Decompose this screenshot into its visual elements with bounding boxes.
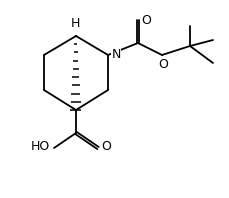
Text: H: H — [70, 16, 79, 30]
Text: O: O — [140, 13, 150, 27]
Text: O: O — [101, 141, 110, 153]
Text: N: N — [111, 48, 120, 61]
Text: O: O — [157, 57, 167, 70]
Text: HO: HO — [30, 141, 49, 153]
